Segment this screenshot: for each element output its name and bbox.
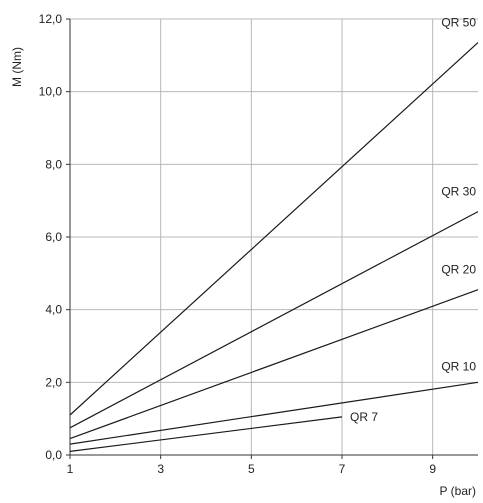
series-line-qr-50 (69, 42, 479, 416)
x-tick-label: 9 (429, 462, 436, 476)
tick-labels: 0,0 2,0 4,0 6,0 8,0 10,0 12,0 1 3 5 7 9 (39, 12, 437, 476)
y-tick-label: 0,0 (45, 448, 62, 462)
y-axis-label: M (Nm) (10, 47, 24, 87)
grid (70, 18, 478, 455)
x-tick-label: 7 (339, 462, 346, 476)
series-line-qr-20 (69, 289, 479, 440)
series-line-qr-10 (69, 381, 479, 445)
y-tick-label: 12,0 (39, 12, 63, 26)
axes (66, 18, 478, 459)
x-tick-label: 3 (157, 462, 164, 476)
y-tick-label: 8,0 (45, 157, 62, 171)
x-tick-label: 1 (67, 462, 74, 476)
series-line-qr-30 (69, 211, 479, 429)
series-label-qr-7: QR 7 (350, 410, 378, 424)
y-tick-label: 10,0 (39, 85, 63, 99)
series-label-qr-20: QR 20 (441, 263, 476, 277)
series-label-qr-30: QR 30 (441, 185, 476, 199)
x-axis-label: P (bar) (440, 484, 476, 498)
series-line-qr-7 (69, 416, 343, 452)
series-label-qr-50: QR 50 (441, 16, 476, 30)
y-tick-label: 2,0 (45, 375, 62, 389)
series-label-qr-10: QR 10 (441, 359, 476, 373)
x-tick-label: 5 (248, 462, 255, 476)
y-tick-label: 4,0 (45, 303, 62, 317)
series-labels: QR 50 QR 30 QR 20 QR 10 QR 7 (350, 16, 476, 424)
y-tick-label: 6,0 (45, 230, 62, 244)
series-lines (69, 42, 479, 452)
